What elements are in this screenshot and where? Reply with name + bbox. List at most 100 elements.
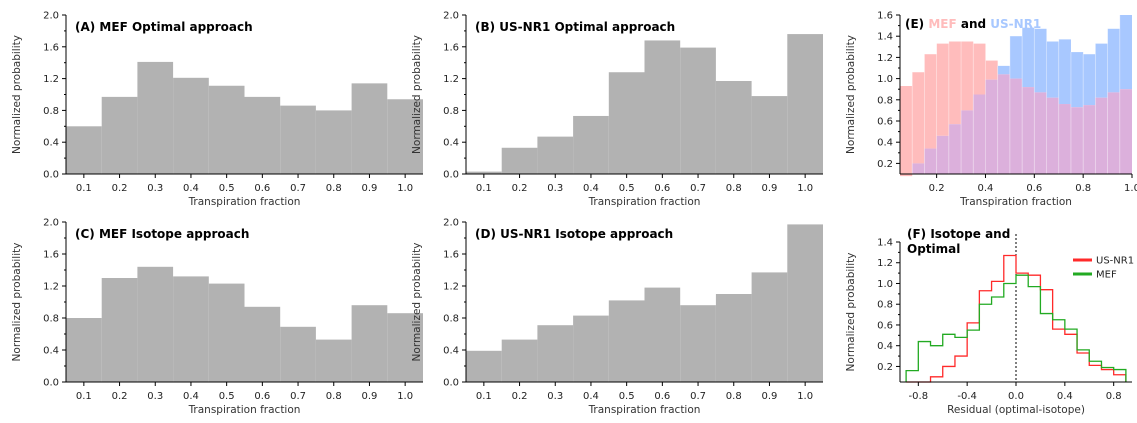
x-tick-label: 0.7: [690, 183, 706, 194]
y-tick-label: 0.2: [877, 362, 893, 373]
usnr1-bar-segment: [1119, 15, 1132, 90]
x-tick-label: 0.1: [76, 183, 92, 194]
y-tick-label: 1.6: [877, 11, 893, 22]
usnr1-bar-segment: [1034, 28, 1047, 93]
panel-a: 0.0 0.4 0.8 1.2 1.6 2.0 0.1 0.2 0.3 0.4 0.5 0.6 0.7 0…: [11, 11, 423, 208]
x-tick-label: 0.7: [690, 391, 706, 402]
histogram-bar: [466, 171, 502, 174]
overlap-bar-segment: [1058, 104, 1071, 174]
histogram-bar: [751, 272, 788, 382]
x-tick-label: 0.2: [512, 391, 528, 402]
x-tick-label: 0.4: [183, 183, 199, 194]
overlap-bar-segment: [948, 124, 962, 174]
mef-bar-segment: [948, 41, 962, 125]
histogram-bar: [208, 85, 245, 174]
y-tick-label: 0.0: [43, 170, 59, 181]
y-tick-label: 0.6: [877, 117, 893, 128]
y-tick-label: 0.8: [43, 314, 59, 325]
x-tick-label: 0.3: [547, 391, 563, 402]
histogram-bar: [101, 96, 138, 174]
histogram-bar: [101, 278, 138, 382]
x-axis-label: Transpiration fraction: [188, 404, 301, 416]
histogram-bar: [644, 40, 681, 174]
x-tick-label: 1.0: [1124, 183, 1137, 194]
y-tick-label: 0.8: [443, 314, 459, 325]
overlap-bar-segment: [924, 148, 937, 174]
y-tick-label: 0.8: [877, 95, 893, 106]
y-axis-label: Normalized probability: [411, 243, 423, 362]
usnr1-bar-segment: [1095, 43, 1108, 98]
y-tick-label: 0.4: [877, 138, 893, 149]
histogram-bar: [244, 306, 281, 382]
x-tick-label: 1.0: [397, 183, 413, 194]
x-tick-label: 0.4: [1057, 391, 1073, 402]
y-tick-label: 0.8: [443, 106, 459, 117]
histogram-bar: [208, 283, 245, 382]
x-axis-label: Residual (optimal-isotope): [947, 404, 1085, 416]
x-tick-label: 0.1: [476, 183, 492, 194]
panel-c: 0.0 0.4 0.8 1.2 1.6 2.0 0.1 0.2 0.3 0.4 0.5 0.6 0.7 0…: [11, 218, 423, 416]
x-axis-label: Transpiration fraction: [188, 196, 301, 208]
y-tick-label: 0.8: [877, 300, 893, 311]
x-axis-label: Transpiration fraction: [588, 404, 701, 416]
usnr1-bar-segment: [1022, 27, 1035, 88]
x-tick-label: 0.4: [183, 391, 199, 402]
histogram-bar: [608, 300, 645, 382]
x-tick-label: 0.2: [112, 391, 128, 402]
y-tick-label: 1.6: [443, 250, 459, 261]
histogram-bar: [244, 96, 281, 174]
x-tick-label: 0.8: [726, 183, 742, 194]
mef-bar-segment: [985, 60, 998, 80]
overlap-bar-segment: [961, 110, 974, 174]
usnr1-bar-segment: [1009, 36, 1023, 79]
y-axis-label: Normalized probability: [11, 243, 23, 362]
panel-title: (B) US-NR1 Optimal approach: [475, 20, 675, 34]
x-axis-label: Transpiration fraction: [959, 196, 1072, 208]
x-tick-label: 0.4: [978, 183, 994, 194]
y-tick-label: 0.4: [443, 346, 459, 357]
usnr1-bar-segment: [1046, 41, 1059, 98]
histogram-bar: [787, 34, 823, 174]
histogram-bar: [501, 147, 538, 174]
y-tick-label: 2.0: [443, 218, 459, 229]
x-tick-label: 0.6: [654, 391, 670, 402]
y-axis-label: Normalized probability: [845, 35, 857, 154]
x-tick-label: 0.1: [76, 391, 92, 402]
usnr1-bar-segment: [1058, 39, 1071, 105]
x-tick-label: 0.5: [219, 391, 235, 402]
histogram-bar: [537, 325, 574, 382]
usnr1-bar-segment: [1070, 52, 1084, 108]
x-tick-label: 0.4: [583, 391, 599, 402]
y-tick-label: 1.2: [443, 282, 459, 293]
histogram-bar: [608, 72, 645, 174]
overlap-bar-segment: [1119, 89, 1132, 174]
x-tick-label: -0.8: [909, 391, 929, 402]
y-tick-label: 1.6: [443, 42, 459, 53]
histogram-bar: [351, 83, 388, 174]
x-tick-label: 1.0: [797, 391, 813, 402]
y-tick-label: 0.4: [43, 138, 59, 149]
histogram-bar: [315, 110, 352, 174]
y-tick-label: 0.0: [443, 170, 459, 181]
x-tick-label: 0.2: [929, 183, 945, 194]
usnr1-bar-segment: [997, 65, 1010, 75]
histogram-bar: [537, 136, 574, 174]
panel-title-line2: Optimal: [907, 242, 960, 256]
histogram-bar: [751, 96, 788, 174]
y-tick-label: 1.2: [43, 74, 59, 85]
y-tick-label: 2.0: [443, 11, 459, 22]
histogram-bar: [387, 313, 423, 382]
y-tick-label: 0.0: [43, 378, 59, 389]
legend-label: US-NR1: [1096, 256, 1134, 267]
y-tick-label: 0.2: [877, 159, 893, 170]
x-tick-label: 0.8: [726, 391, 742, 402]
overlap-bar-segment: [1070, 107, 1084, 174]
panel-title: (E) MEF and US-NR1: [905, 17, 1041, 31]
x-tick-label: 0.8: [326, 391, 342, 402]
mef-bar-segment: [936, 43, 949, 136]
mef-bar-segment: [924, 54, 937, 149]
x-tick-label: 0.3: [147, 183, 163, 194]
overlap-bar-segment: [1095, 97, 1108, 174]
overlap-bar-segment: [912, 163, 925, 174]
